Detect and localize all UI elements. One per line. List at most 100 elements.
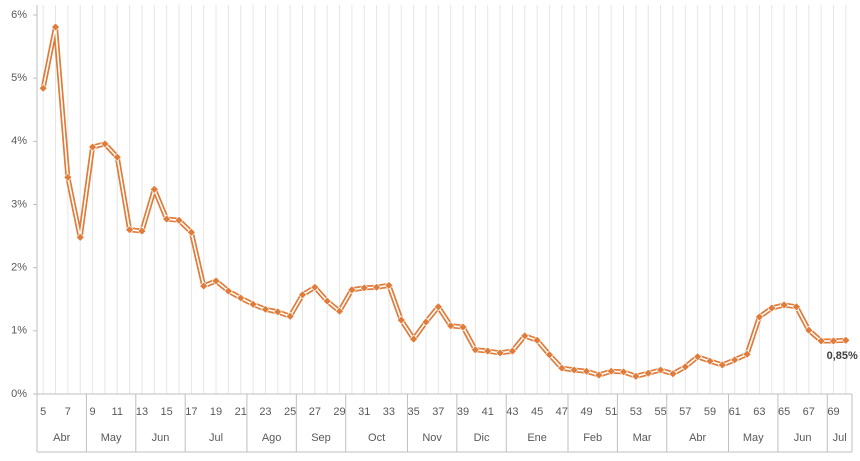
- point-marker: [372, 282, 382, 292]
- point-marker: [804, 325, 814, 335]
- point-marker: [582, 366, 591, 376]
- x-tick-label: 39: [457, 406, 469, 418]
- point-marker: [63, 172, 73, 182]
- point-marker: [421, 317, 431, 327]
- point-marker: [186, 227, 196, 237]
- point-marker: [643, 368, 653, 378]
- x-tick-label: 49: [580, 406, 592, 418]
- y-tick-label: 1%: [11, 325, 27, 337]
- y-tick-label: 0%: [11, 388, 27, 400]
- x-tick-label: 65: [778, 406, 790, 418]
- point-marker: [248, 299, 258, 309]
- y-tick-label: 2%: [11, 262, 27, 274]
- x-tick-label: 25: [284, 406, 296, 418]
- point-marker: [507, 346, 517, 356]
- point-marker: [557, 363, 567, 373]
- point-marker: [742, 349, 752, 359]
- x-tick-label: 5: [40, 406, 46, 418]
- x-tick-label: 53: [630, 406, 642, 418]
- point-marker: [705, 356, 715, 366]
- point-marker: [754, 312, 764, 322]
- x-tick-label: 35: [408, 406, 420, 418]
- point-marker: [433, 302, 443, 312]
- point-marker: [606, 366, 616, 376]
- x-tick-label: 27: [309, 406, 321, 418]
- point-marker: [88, 142, 97, 152]
- point-marker: [396, 315, 406, 325]
- data-label: 0,85%: [827, 350, 858, 362]
- point-marker: [470, 345, 480, 355]
- group-label: Feb: [583, 432, 602, 444]
- x-tick-label: 61: [729, 406, 741, 418]
- point-marker: [236, 293, 246, 303]
- group-label: May: [743, 432, 764, 444]
- series-line: [40, 24, 846, 379]
- group-label: Ago: [262, 432, 282, 444]
- group-label: Oct: [368, 432, 385, 444]
- point-marker: [100, 139, 110, 149]
- point-marker: [298, 290, 307, 300]
- x-tick-label: 45: [531, 406, 543, 418]
- x-tick-label: 41: [482, 406, 494, 418]
- point-marker: [693, 352, 703, 362]
- x-tick-label: 7: [65, 406, 71, 418]
- point-marker: [619, 367, 628, 377]
- point-marker: [594, 370, 604, 380]
- point-marker: [125, 225, 135, 235]
- point-marker: [446, 321, 456, 331]
- point-marker: [199, 281, 209, 291]
- x-tick-label: 59: [704, 406, 716, 418]
- x-tick-label: 23: [259, 406, 271, 418]
- x-tick-label: 47: [556, 406, 568, 418]
- point-marker: [174, 215, 184, 225]
- point-marker: [322, 296, 332, 306]
- point-marker: [51, 22, 60, 32]
- x-tick-label: 55: [654, 406, 666, 418]
- group-label: Jul: [209, 432, 223, 444]
- x-tick-label: 29: [333, 406, 345, 418]
- point-marker: [816, 336, 826, 346]
- group-label: Abr: [53, 432, 70, 444]
- point-marker: [149, 184, 159, 194]
- y-tick-label: 6%: [11, 9, 27, 21]
- point-marker: [656, 365, 666, 375]
- x-tick-label: 15: [161, 406, 173, 418]
- x-tick-label: 21: [235, 406, 247, 418]
- x-tick-label: 13: [136, 406, 148, 418]
- x-tick-label: 19: [210, 406, 222, 418]
- x-tick-label: 9: [90, 406, 96, 418]
- point-marker: [717, 360, 727, 370]
- point-marker: [569, 365, 579, 375]
- x-tick-label: 57: [679, 406, 691, 418]
- point-marker: [532, 335, 542, 345]
- series-line-inner: [42, 26, 846, 378]
- point-marker: [112, 152, 122, 162]
- point-marker: [841, 335, 851, 345]
- y-tick-label: 3%: [11, 198, 27, 210]
- point-marker: [545, 350, 554, 360]
- x-tick-label: 17: [185, 406, 197, 418]
- x-tick-label: 37: [432, 406, 444, 418]
- group-label: Mar: [633, 432, 652, 444]
- group-label: May: [101, 432, 122, 444]
- point-marker: [261, 304, 270, 314]
- point-marker: [162, 214, 172, 224]
- point-marker: [409, 334, 419, 344]
- point-marker: [767, 303, 777, 313]
- point-marker: [458, 322, 468, 332]
- y-tick-label: 5%: [11, 72, 27, 84]
- point-marker: [223, 286, 233, 296]
- point-marker: [38, 83, 48, 93]
- point-marker: [211, 276, 221, 286]
- x-tick-label: 43: [506, 406, 518, 418]
- point-marker: [792, 302, 801, 312]
- point-marker: [483, 346, 493, 356]
- group-label: Nov: [422, 432, 442, 444]
- x-tick-label: 31: [358, 406, 370, 418]
- point-marker: [347, 285, 357, 295]
- x-tick-label: 51: [605, 406, 617, 418]
- point-marker: [495, 348, 505, 358]
- point-marker: [335, 306, 344, 316]
- x-tick-label: 11: [112, 406, 123, 418]
- x-tick-label: 63: [753, 406, 765, 418]
